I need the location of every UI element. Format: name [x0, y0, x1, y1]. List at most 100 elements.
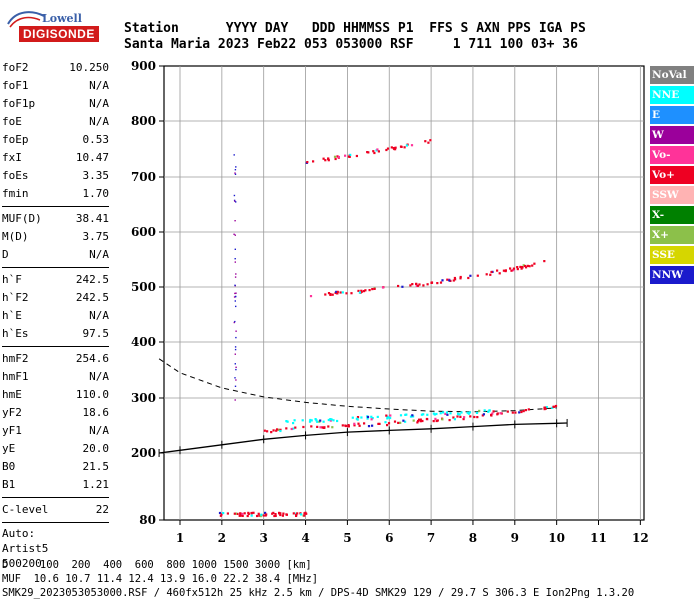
trace-point: [404, 420, 407, 423]
trace-point: [459, 415, 462, 418]
trace-point: [266, 430, 269, 433]
trace-point: [235, 366, 237, 368]
trace-point: [243, 512, 246, 515]
trace-point: [521, 266, 524, 269]
trace-point: [526, 264, 529, 267]
trace-point: [452, 416, 455, 419]
x-tick-label: 5: [343, 531, 351, 545]
trace-point: [356, 416, 360, 419]
param-name: C-level: [2, 503, 49, 516]
y-tick-label: 400: [131, 335, 156, 349]
trace-point: [310, 425, 313, 428]
trace-point: [366, 417, 369, 420]
trace-point: [499, 412, 502, 415]
param-name: B0: [2, 460, 16, 473]
trace-point: [272, 511, 275, 514]
trace-point: [281, 514, 284, 517]
trace-point: [512, 267, 515, 270]
trace-point: [322, 426, 325, 429]
trace-point: [366, 415, 370, 419]
trace-point: [387, 416, 390, 419]
trace-point: [250, 514, 253, 517]
param-name: yE: [2, 442, 16, 455]
trace-point: [552, 405, 555, 408]
trace-point: [390, 146, 393, 149]
trace-point: [310, 419, 313, 422]
trace-point: [234, 169, 237, 171]
trace-point: [411, 283, 414, 286]
param-value: 21.5: [82, 460, 110, 473]
y-tick-label: 500: [131, 280, 156, 294]
trace-point: [331, 293, 334, 296]
trace-point: [377, 422, 380, 425]
trace-point: [384, 421, 387, 424]
param-row-b0: B0 21.5: [2, 458, 109, 476]
trace-point: [330, 418, 333, 421]
trace-point: [476, 416, 479, 419]
trace-point: [439, 412, 442, 415]
trace-point: [498, 272, 501, 275]
legend-item-vo-: Vo+: [650, 166, 694, 184]
trace-point: [469, 415, 472, 418]
trace-point: [386, 424, 389, 427]
trace-point: [241, 514, 244, 517]
param-name: M(D): [2, 230, 29, 243]
trace-point: [233, 321, 235, 324]
param-name: hmE: [2, 388, 22, 401]
trace-point: [403, 146, 406, 149]
trace-point: [220, 513, 223, 516]
trace-point: [333, 155, 337, 158]
x-tick-label: 1: [176, 531, 184, 545]
trace-point: [234, 399, 236, 401]
trace-point: [234, 284, 236, 286]
trace-point: [234, 348, 237, 351]
trace-point: [543, 260, 546, 263]
trace-point: [510, 269, 513, 272]
trace-point: [372, 150, 375, 153]
trace-point: [234, 173, 237, 175]
trace-point: [360, 416, 363, 419]
trace-point: [252, 511, 255, 514]
trace-point: [422, 284, 425, 287]
trace-point: [235, 368, 237, 371]
footer-distance-row: D 100 200 400 600 800 1000 1500 3000 [km…: [2, 559, 312, 571]
trace-point: [430, 281, 434, 284]
separator: [2, 206, 109, 207]
param-row-yf2: yF2 18.6: [2, 404, 109, 422]
trace-point: [522, 264, 525, 267]
y-tick-label: 600: [131, 225, 156, 239]
trace-point: [377, 150, 380, 153]
trace-point: [279, 429, 282, 433]
param-value: 254.6: [75, 352, 109, 365]
param-value: 97.5: [82, 327, 110, 340]
trace-point: [234, 234, 236, 236]
trace-point: [506, 410, 509, 413]
param-row-yf1: yF1 N/A: [2, 422, 109, 440]
trace-point: [332, 419, 335, 422]
trace-point: [302, 425, 305, 429]
trace-point: [524, 409, 527, 412]
trace-point: [371, 424, 374, 427]
trace-point: [385, 148, 388, 152]
trace-point: [496, 412, 499, 415]
trace-point: [478, 409, 481, 412]
trace-point: [345, 292, 348, 295]
param-row-h-e: h`E N/A: [2, 307, 109, 325]
trace-point: [467, 412, 470, 415]
trace-point: [260, 513, 263, 516]
param-value: 38.41: [75, 212, 109, 225]
param-row-hme: hmE 110.0: [2, 386, 109, 404]
y-tick-label: 700: [131, 170, 156, 184]
param-value: 242.5: [75, 291, 109, 304]
trace-point: [389, 416, 392, 420]
trace-point: [235, 201, 237, 203]
x-tick-label: 3: [260, 531, 268, 545]
trace-point: [528, 265, 531, 268]
trace-point: [303, 514, 306, 517]
trace-point: [409, 284, 412, 287]
trace-point: [329, 419, 332, 422]
trace-point: [386, 417, 389, 420]
trace-point: [234, 200, 236, 202]
trace-point: [331, 426, 334, 429]
trace-point: [476, 274, 479, 277]
